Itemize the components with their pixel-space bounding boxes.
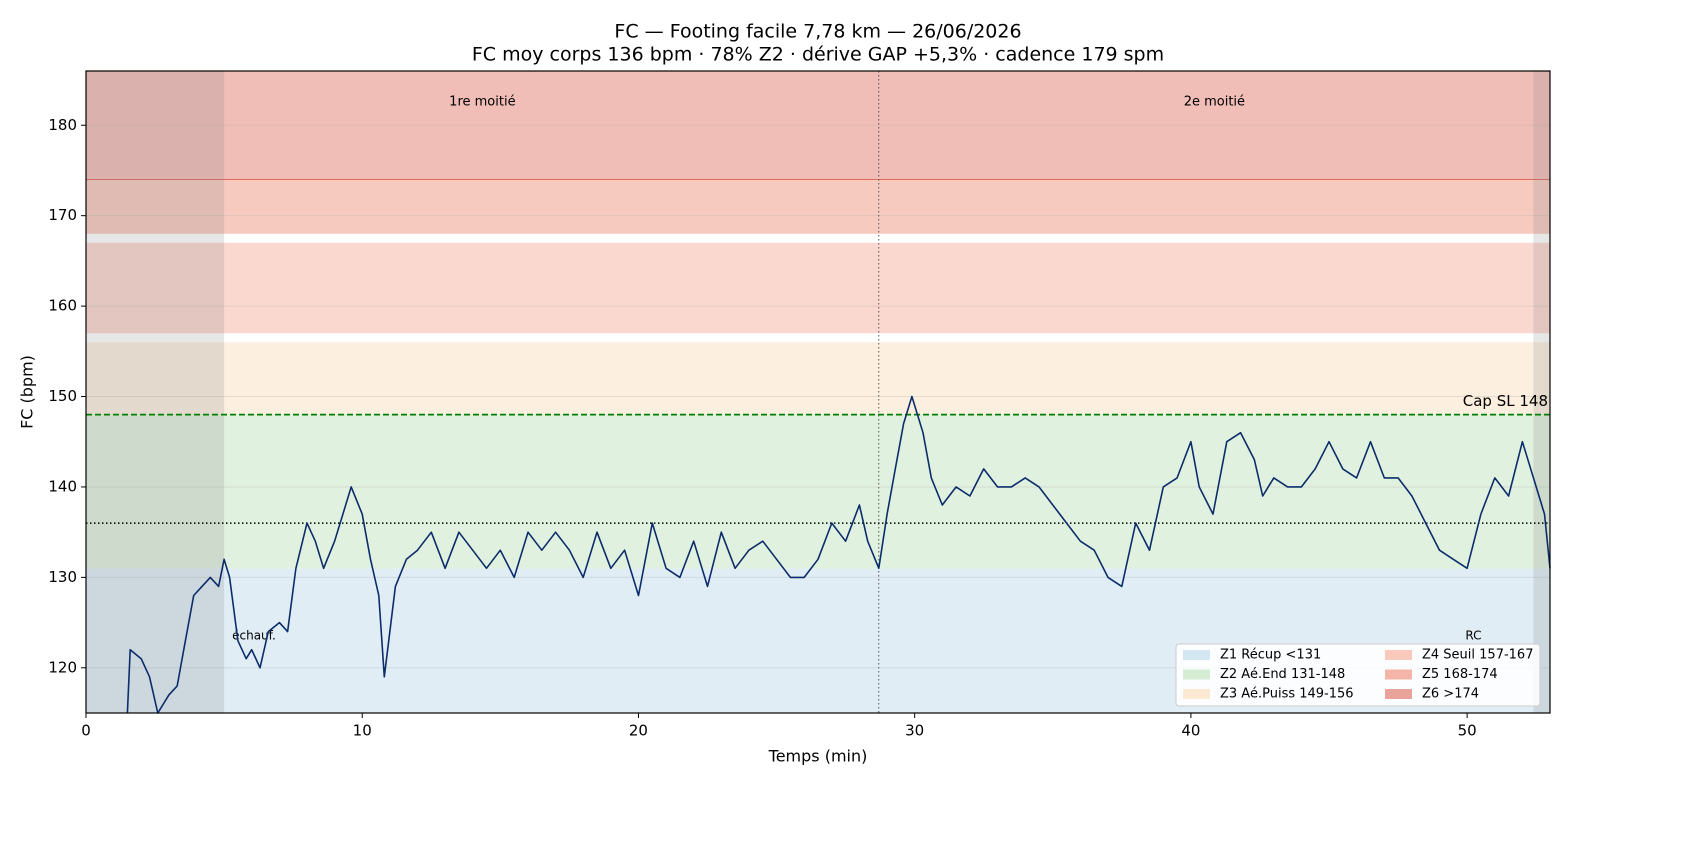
y-tick-label: 170 bbox=[48, 206, 77, 224]
x-tick-label: 40 bbox=[1181, 722, 1200, 740]
y-tick-label: 120 bbox=[48, 658, 77, 676]
y-tick-label: 130 bbox=[48, 568, 77, 586]
half-label: 1re moitié bbox=[449, 95, 515, 110]
zone-band bbox=[86, 414, 1550, 569]
x-tick-label: 0 bbox=[81, 722, 91, 740]
legend-label: Z2 Aé.End 131-148 bbox=[1220, 667, 1345, 682]
region-shade bbox=[1533, 71, 1550, 713]
x-tick-label: 50 bbox=[1458, 722, 1477, 740]
region-label: échauf. bbox=[232, 629, 276, 643]
legend-label: Z4 Seuil 157-167 bbox=[1422, 648, 1533, 663]
x-tick-label: 30 bbox=[905, 722, 924, 740]
ref-label: Cap SL 148 bbox=[1463, 392, 1548, 410]
region-label: RC bbox=[1465, 629, 1481, 643]
legend-swatch bbox=[1183, 669, 1210, 680]
y-tick-label: 180 bbox=[48, 116, 77, 134]
hr-line bbox=[126, 395, 1551, 714]
legend-label: Z6 >174 bbox=[1422, 687, 1479, 702]
x-tick-label: 20 bbox=[629, 722, 648, 740]
half-label: 2e moitié bbox=[1184, 95, 1245, 110]
y-tick-label: 160 bbox=[48, 297, 77, 315]
legend-label: Z1 Récup <131 bbox=[1220, 648, 1321, 663]
x-tick-label: 10 bbox=[353, 722, 372, 740]
legend-swatch bbox=[1385, 669, 1412, 680]
chart-title: FC — Footing facile 7,78 km — 26/06/2026 bbox=[614, 21, 1021, 43]
y-tick-label: 150 bbox=[48, 387, 77, 405]
region-shade bbox=[86, 71, 225, 713]
legend-box bbox=[1175, 643, 1541, 707]
legend-label: Z5 168-174 bbox=[1422, 667, 1498, 682]
legend-swatch bbox=[1385, 650, 1412, 660]
zone-band bbox=[86, 242, 1550, 334]
y-tick-label: 140 bbox=[48, 477, 77, 495]
zone-band bbox=[86, 179, 1550, 234]
legend-label: Z3 Aé.Puiss 149-156 bbox=[1220, 687, 1354, 702]
zone-band bbox=[86, 342, 1550, 415]
y-axis-label: FC (bpm) bbox=[18, 355, 37, 429]
plot-frame bbox=[85, 70, 1551, 714]
legend-swatch bbox=[1183, 689, 1210, 699]
legend-swatch bbox=[1183, 650, 1210, 660]
x-axis-label: Temps (min) bbox=[768, 747, 868, 766]
zone-band bbox=[86, 71, 1550, 180]
legend-swatch bbox=[1385, 689, 1412, 699]
chart-subtitle: FC moy corps 136 bpm · 78% Z2 · dérive G… bbox=[472, 44, 1164, 66]
